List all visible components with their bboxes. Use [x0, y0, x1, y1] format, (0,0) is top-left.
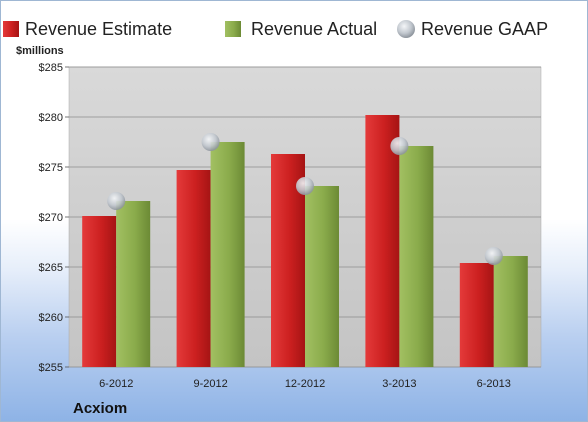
x-tick-label: 3-2013 [382, 378, 416, 390]
marker-revenue-gaap [296, 177, 314, 195]
bar-revenue-estimate [176, 170, 211, 367]
legend-label-revenue-estimate: Revenue Estimate [25, 19, 172, 39]
bar-revenue-estimate [365, 115, 400, 367]
marker-revenue-gaap [107, 192, 126, 210]
bar-revenue-estimate [459, 263, 494, 367]
bar-revenue-actual [116, 201, 151, 367]
legend-swatch-revenue-estimate [3, 21, 19, 37]
legend-swatch-revenue-gaap [397, 20, 415, 38]
bar-revenue-actual [210, 142, 245, 367]
marker-revenue-gaap [390, 137, 409, 155]
bar-revenue-actual [305, 186, 339, 367]
legend-swatch-revenue-actual [225, 21, 241, 37]
marker-revenue-gaap [201, 133, 220, 151]
y-axis-unit-label: $millions [16, 45, 64, 57]
bar-revenue-actual [493, 256, 528, 367]
y-tick-label: $280 [39, 112, 63, 124]
gaap-markers [107, 133, 503, 265]
y-tick-label: $260 [39, 312, 63, 324]
legend-label-revenue-gaap: Revenue GAAP [421, 19, 548, 39]
bars [82, 115, 528, 367]
x-tick-label: 6-2013 [477, 378, 511, 390]
x-tick-label: 12-2012 [285, 378, 325, 390]
y-tick-label: $265 [39, 262, 63, 274]
y-tick-label: $255 [39, 362, 63, 374]
legend: Revenue Estimate Revenue Actual Revenue … [3, 19, 548, 39]
y-axis-ticks: $255 $260 $265 $270 $275 $280 $285 [39, 62, 69, 374]
bar-revenue-actual [399, 146, 434, 367]
y-tick-label: $275 [39, 162, 63, 174]
marker-revenue-gaap [484, 247, 503, 265]
bar-revenue-estimate [82, 216, 117, 367]
y-tick-label: $285 [39, 62, 63, 74]
x-tick-label: 6-2012 [99, 378, 133, 390]
y-tick-label: $270 [39, 212, 63, 224]
legend-label-revenue-actual: Revenue Actual [251, 19, 377, 39]
x-tick-label: 9-2012 [193, 378, 227, 390]
company-label: Acxiom [73, 400, 127, 417]
x-axis-ticks: 6-2012 9-2012 12-2012 3-2013 6-2013 [99, 378, 511, 390]
